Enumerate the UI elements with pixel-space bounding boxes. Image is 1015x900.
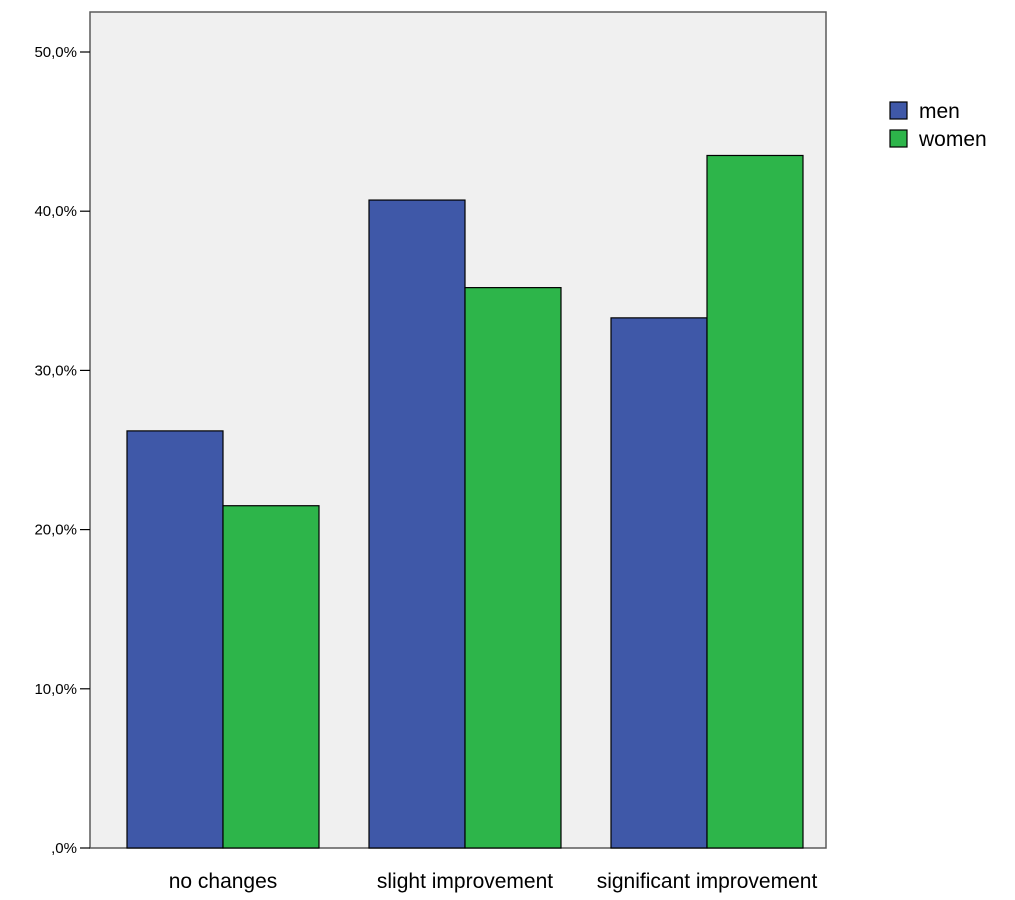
x-axis: no changes slight improvement significant … [169,870,818,893]
bar-men-significant-improvement [610,317,708,849]
x-tick-label: slight improvement [377,870,553,893]
bar-women-slight-improvement [464,287,562,849]
x-tick-label: no changes [169,870,278,893]
legend-label-women: women [918,128,987,151]
y-axis: ,0% 10,0% 20,0% 30,0% 40,0% 50,0% [34,44,90,857]
bar-men-slight-improvement [368,199,466,849]
x-tick-label: significant improvement [597,870,818,893]
y-tick-label: 40,0% [34,203,77,220]
legend-swatch-women [889,129,908,148]
legend-swatch-men [889,101,908,120]
y-tick-label: ,0% [51,840,77,857]
y-tick-label: 30,0% [34,362,77,379]
bar-women-no-changes [222,505,320,849]
y-tick-label: 10,0% [34,681,77,698]
legend-label-men: men [919,100,960,123]
y-tick-label: 20,0% [34,522,77,539]
y-tick-label: 50,0% [34,44,77,61]
bar-men-no-changes [126,430,224,849]
legend: men women [889,100,987,151]
bar-women-significant-improvement [706,154,804,849]
bars-layer [126,154,804,849]
